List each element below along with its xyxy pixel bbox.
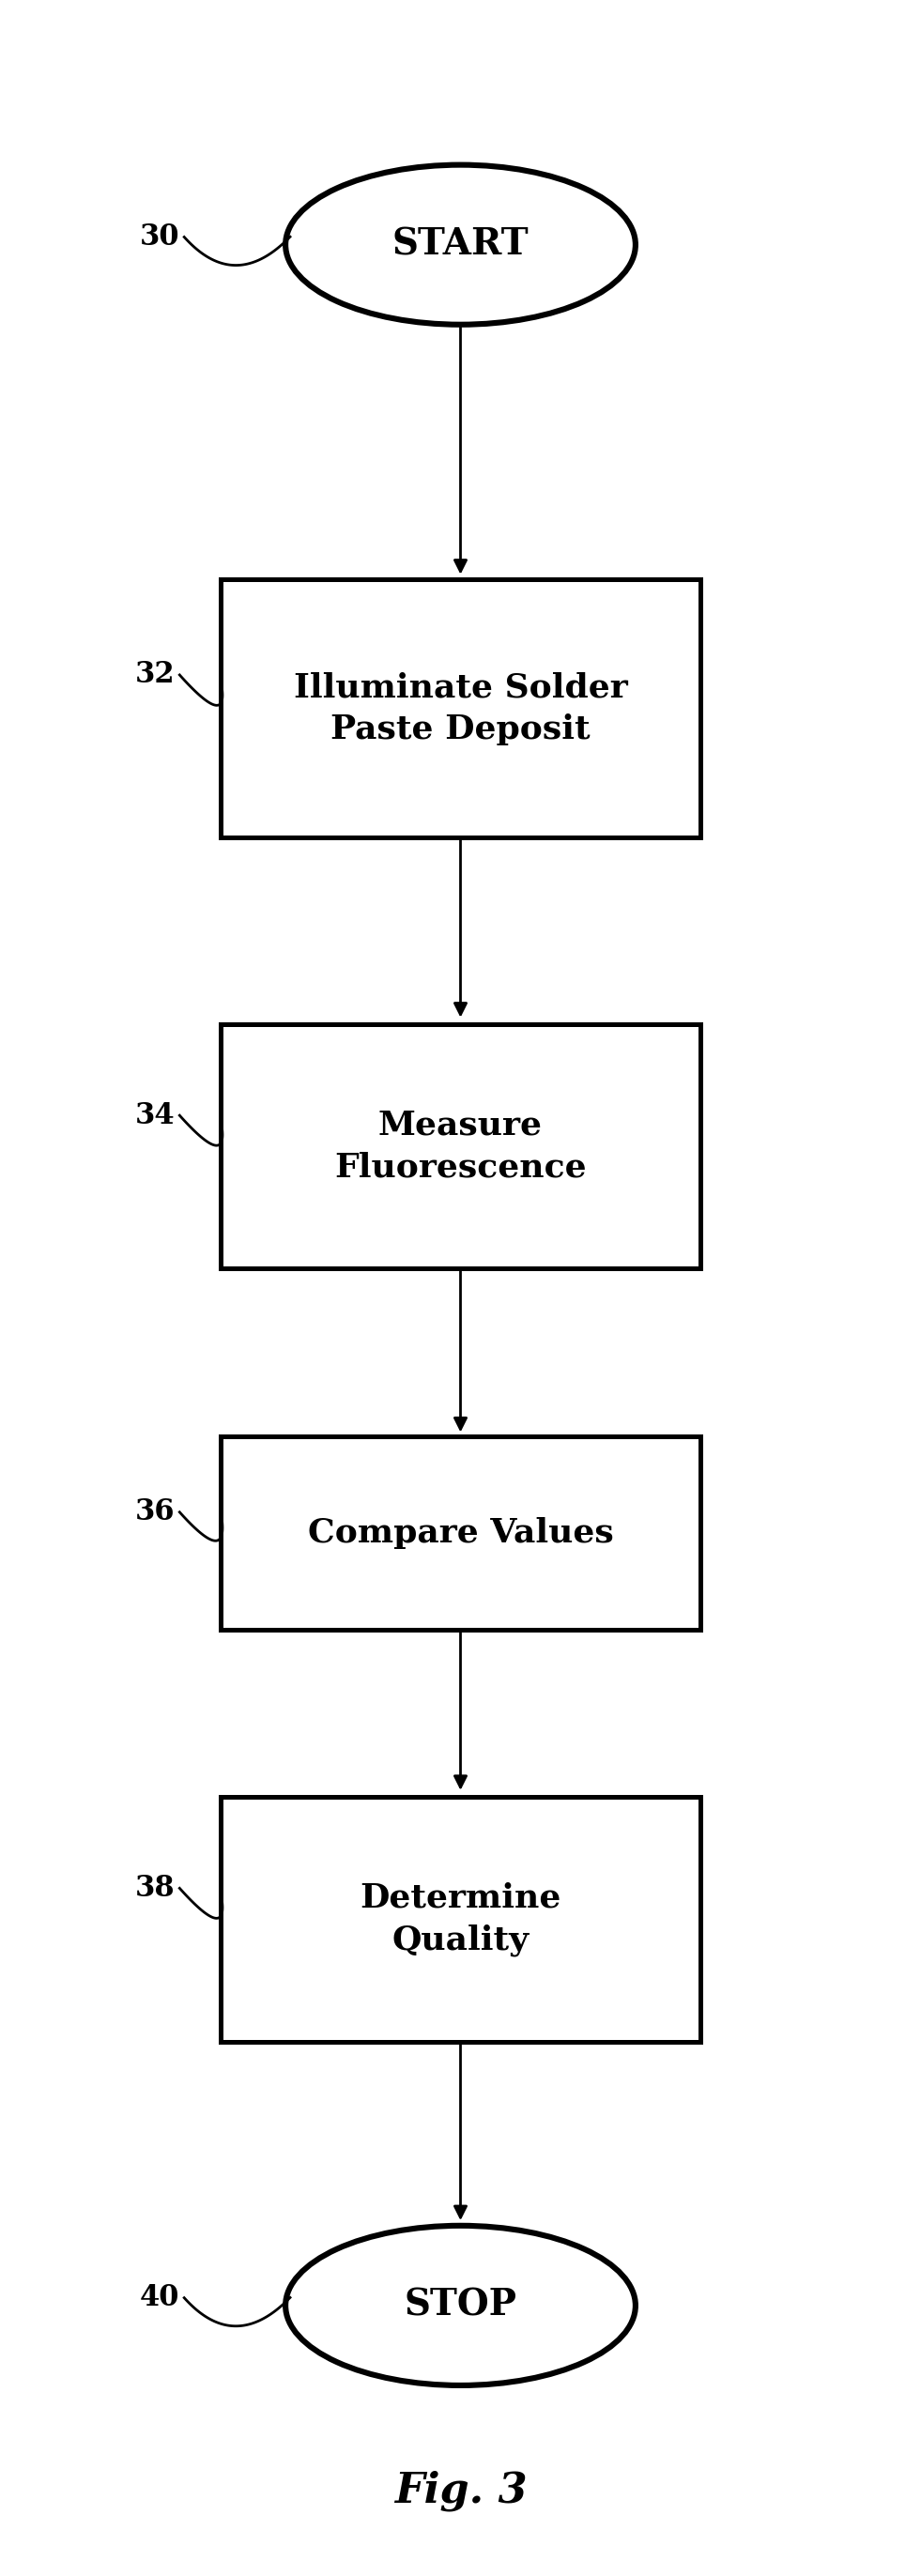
Text: Compare Values: Compare Values: [308, 1517, 613, 1548]
Text: Measure
Fluorescence: Measure Fluorescence: [334, 1110, 587, 1182]
Text: 36: 36: [135, 1497, 175, 1528]
Text: STOP: STOP: [404, 2287, 517, 2324]
Text: 34: 34: [135, 1100, 175, 1131]
Text: Illuminate Solder
Paste Deposit: Illuminate Solder Paste Deposit: [294, 672, 627, 744]
Text: Fig. 3: Fig. 3: [394, 2470, 527, 2512]
Text: 30: 30: [140, 222, 180, 252]
Text: Determine
Quality: Determine Quality: [360, 1883, 561, 1955]
Text: 40: 40: [140, 2282, 180, 2313]
Text: 38: 38: [135, 1873, 175, 1904]
Text: START: START: [392, 227, 529, 263]
Text: 32: 32: [135, 659, 175, 690]
